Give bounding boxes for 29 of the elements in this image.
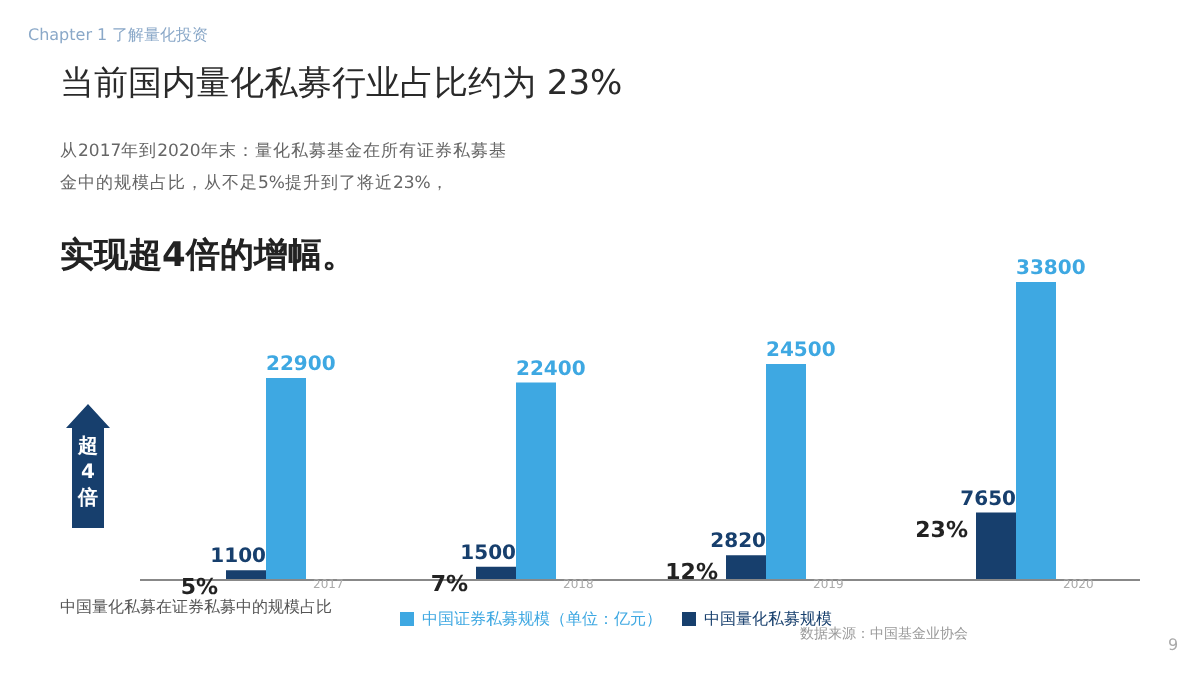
annotation: 5% bbox=[180, 574, 218, 601]
text: Chapter 1 了解量化投资 bbox=[28, 24, 209, 46]
text: 实现超4倍的增幅。 bbox=[60, 234, 356, 278]
data-label: 33800 bbox=[1016, 258, 1086, 280]
data-label: 22900 bbox=[266, 354, 336, 377]
bar bbox=[476, 566, 516, 580]
data-label: 22400 bbox=[516, 358, 586, 381]
bar bbox=[266, 378, 306, 580]
data-label: 1100 bbox=[210, 546, 267, 569]
legend-label: 中国量化私募规模 bbox=[704, 610, 832, 628]
bar bbox=[766, 363, 806, 580]
bar bbox=[516, 382, 556, 580]
text: 9 bbox=[1168, 636, 1179, 654]
text: 中国量化私募在证券私募中的规模占比 bbox=[60, 596, 332, 618]
chart-subtitle: 从2017年到2020年末：量化私募基金在所有证券私募基金中的规模占比，从不足5%提升到了将近23%， bbox=[60, 140, 509, 198]
text: 超4倍 bbox=[75, 434, 100, 512]
data-label: 1500 bbox=[460, 542, 517, 565]
bar bbox=[976, 512, 1016, 580]
chart-title: 当前国内量化私募行业占比约为 23% bbox=[60, 62, 623, 106]
bar bbox=[726, 555, 766, 580]
data-label: 2820 bbox=[710, 531, 767, 554]
bar bbox=[1016, 282, 1056, 580]
annotation: 12% bbox=[665, 559, 718, 586]
data-label: 7650 bbox=[960, 488, 1017, 511]
annotation: 7% bbox=[430, 570, 468, 597]
bar bbox=[226, 570, 266, 580]
legend-label: 中国证券私募规模（单位：亿元） bbox=[422, 610, 662, 628]
data-label: 24500 bbox=[766, 339, 836, 362]
annotation: 23% bbox=[915, 516, 968, 543]
